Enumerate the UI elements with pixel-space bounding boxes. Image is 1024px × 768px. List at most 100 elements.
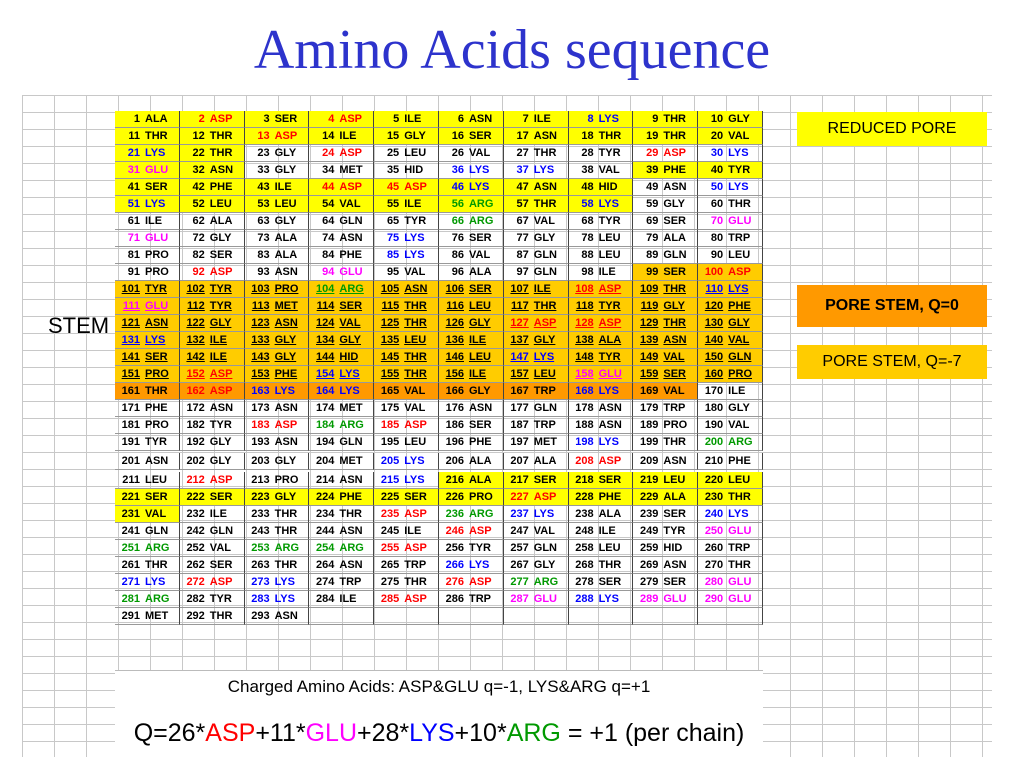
residue-cell: 21 LYS	[115, 145, 180, 162]
residue-cell: 209 ASN	[633, 453, 699, 470]
residue-name: SER	[209, 249, 233, 261]
residue-name: PHE	[339, 491, 363, 503]
residue-name: LEU	[145, 474, 167, 486]
residue-number: 257	[510, 542, 529, 554]
residue-cell: 289 GLU	[633, 591, 699, 608]
residue-cell: 42 PHE	[179, 179, 245, 196]
residue-number: 234	[316, 508, 335, 520]
residue-name: ASN	[274, 317, 298, 329]
residue-number: 130	[704, 317, 724, 329]
reduced-pore-label: REDUCED PORE	[797, 112, 987, 146]
residue-cell: 251 ARG	[115, 540, 180, 557]
residue-cell: 275 THR	[374, 574, 439, 591]
table-row: 251 ARG 252 VAL 253 ARG 254 ARG 255 ASP 256 TYR 257 G…	[115, 540, 763, 557]
residue-cell: 77 GLY	[503, 230, 569, 247]
residue-cell: 223 GLY	[244, 489, 310, 506]
residue-name: ASN	[274, 436, 298, 448]
residue-cell: 70 GLU	[698, 213, 763, 230]
residue-name: ILE	[339, 593, 357, 605]
residue-name: LEU	[209, 198, 232, 210]
residue-cell: 66 ARG	[438, 213, 504, 230]
residue-cell: 220 LEU	[698, 472, 763, 489]
residue-cell: 186 SER	[438, 417, 504, 434]
residue-name: LYS	[728, 181, 749, 193]
residue-name: MET	[145, 610, 169, 622]
formula-part: ASP	[205, 719, 256, 747]
residue-name: ARG	[274, 542, 300, 554]
residue-name: ASP	[663, 147, 686, 159]
residue-number: 240	[704, 508, 724, 520]
residue-cell: 124 VAL	[309, 315, 375, 332]
residue-number: 19	[646, 130, 659, 142]
residue-cell: 3 SER	[244, 111, 310, 128]
residue-name: LEU	[468, 351, 491, 363]
residue-cell: 217 SER	[503, 472, 569, 489]
residue-number: 102	[186, 283, 205, 295]
residue-number: 59	[646, 198, 659, 210]
residue-number: 249	[640, 525, 659, 537]
residue-number: 135	[380, 334, 400, 346]
residue-number: 148	[575, 351, 594, 363]
residue-number: 243	[251, 525, 270, 537]
residue-cell: 137 GLY	[503, 332, 569, 349]
residue-cell: 38 VAL	[568, 162, 634, 179]
residue-name: THR	[663, 130, 686, 142]
residue-cell: 278 SER	[568, 574, 634, 591]
residue-name: ASP	[728, 266, 751, 278]
residue-name: GLU	[339, 266, 363, 278]
residue-number: 192	[186, 436, 205, 448]
residue-cell: 10 GLY	[698, 111, 763, 128]
residue-cell: 31 GLU	[115, 162, 180, 179]
residue-cell: 25 LEU	[374, 145, 439, 162]
footer-panel: Charged Amino Acids: ASP&GLU q=-1, LYS&A…	[115, 670, 763, 759]
residue-name: TYR	[598, 215, 621, 227]
residue-name: ASP	[404, 593, 427, 605]
residue-number: 145	[380, 351, 400, 363]
residue-cell: 149 VAL	[633, 349, 699, 366]
residue-name: ALA	[663, 491, 686, 503]
residue-number: 66	[451, 215, 464, 227]
residue-number: 269	[640, 559, 659, 571]
residue-cell: 142 ILE	[179, 349, 245, 366]
residue-cell: 147 LYS	[503, 349, 569, 366]
residue-name: ASP	[533, 491, 557, 503]
residue-name: GLY	[209, 455, 232, 467]
table-row: 81 PRO 82 SER 83 ALA 84 PHE 85 LYS 86 VAL 87 GLN 88 LEU…	[115, 247, 763, 264]
residue-cell: 254 ARG	[309, 540, 375, 557]
residue-name: ASN	[339, 525, 363, 537]
residue-name: ASP	[598, 455, 622, 467]
residue-cell: 35 HID	[374, 162, 439, 179]
residue-number: 45	[386, 181, 400, 193]
residue-number: 99	[646, 266, 659, 278]
residue-cell: 109 THR	[633, 281, 699, 298]
residue-name: ASN	[274, 266, 298, 278]
residue-name: SER	[663, 368, 686, 380]
residue-cell: 162 ASP	[179, 383, 245, 400]
residue-cell: 60 THR	[698, 196, 763, 213]
residue-cell: 276 ASP	[438, 574, 504, 591]
residue-name: SER	[468, 130, 492, 142]
residue-name: THR	[339, 508, 362, 520]
residue-name: LYS	[533, 351, 555, 363]
residue-number: 119	[640, 300, 659, 312]
residue-name: PHE	[598, 491, 622, 503]
residue-number: 287	[510, 593, 529, 605]
residue-number: 138	[575, 334, 594, 346]
residue-name: ASN	[404, 283, 428, 295]
residue-name: ARG	[339, 542, 364, 554]
residue-name: ILE	[404, 525, 422, 537]
residue-number: 165	[380, 385, 400, 397]
table-row: 281 ARG 282 TYR 283 LYS 284 ILE 285 ASP 286 TRP 287 G…	[115, 591, 763, 608]
residue-cell: 65 TYR	[374, 213, 439, 230]
residue-cell: 224 PHE	[309, 489, 375, 506]
residue-number: 259	[640, 542, 659, 554]
residue-name: GLY	[274, 147, 297, 159]
residue-number: 144	[316, 351, 335, 363]
residue-cell: 241 GLN	[115, 523, 180, 540]
residue-number: 166	[445, 385, 464, 397]
residue-number: 190	[704, 419, 724, 431]
residue-cell: 8 LYS	[568, 111, 634, 128]
residue-number: 74	[322, 232, 335, 244]
table-row: 221 SER 222 SER 223 GLY 224 PHE 225 SER 226 PRO 227 A…	[115, 489, 763, 506]
residue-name: SER	[598, 576, 622, 588]
